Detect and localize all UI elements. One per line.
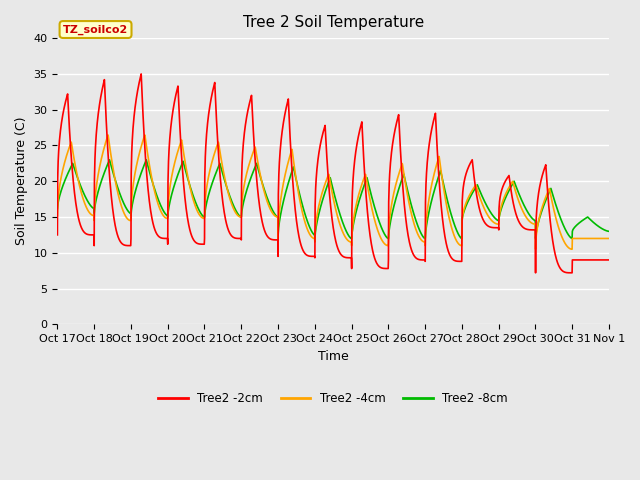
Text: TZ_soilco2: TZ_soilco2 <box>63 24 128 35</box>
Tree2 -8cm <box>572 223 580 229</box>
Tree2 -4cm <box>349 219 357 225</box>
Tree2 -2cm <box>605 257 612 263</box>
Legend: Tree2 -2cm, Tree2 -4cm, Tree2 -8cm: Tree2 -2cm, Tree2 -4cm, Tree2 -8cm <box>154 387 513 410</box>
Tree2 -4cm <box>141 132 148 138</box>
Y-axis label: Soil Temperature (C): Soil Temperature (C) <box>15 117 28 245</box>
Tree2 -8cm <box>106 157 113 163</box>
Tree2 -4cm <box>493 221 501 227</box>
Tree2 -4cm <box>605 236 612 241</box>
Tree2 -4cm <box>54 213 61 218</box>
Tree2 -8cm <box>207 182 215 188</box>
Tree2 -2cm <box>362 180 369 186</box>
Tree2 -2cm <box>572 257 580 263</box>
Tree2 -2cm <box>493 225 501 230</box>
Tree2 -8cm <box>349 221 357 227</box>
Tree2 -8cm <box>311 236 319 241</box>
X-axis label: Time: Time <box>318 349 349 362</box>
Tree2 -4cm <box>572 236 580 241</box>
Tree2 -8cm <box>494 217 502 223</box>
Tree2 -2cm <box>207 94 215 100</box>
Tree2 -8cm <box>557 216 564 221</box>
Title: Tree 2 Soil Temperature: Tree 2 Soil Temperature <box>243 15 424 30</box>
Tree2 -2cm <box>557 266 564 272</box>
Tree2 -2cm <box>349 174 357 180</box>
Line: Tree2 -4cm: Tree2 -4cm <box>58 135 609 249</box>
Tree2 -2cm <box>138 71 145 77</box>
Tree2 -2cm <box>54 232 61 238</box>
Tree2 -4cm <box>557 231 564 237</box>
Tree2 -8cm <box>605 228 612 234</box>
Tree2 -2cm <box>532 270 540 276</box>
Tree2 -8cm <box>54 205 61 211</box>
Tree2 -4cm <box>207 161 215 167</box>
Tree2 -8cm <box>362 179 369 185</box>
Tree2 -4cm <box>532 246 540 252</box>
Line: Tree2 -8cm: Tree2 -8cm <box>58 160 609 239</box>
Tree2 -4cm <box>362 172 369 178</box>
Line: Tree2 -2cm: Tree2 -2cm <box>58 74 609 273</box>
